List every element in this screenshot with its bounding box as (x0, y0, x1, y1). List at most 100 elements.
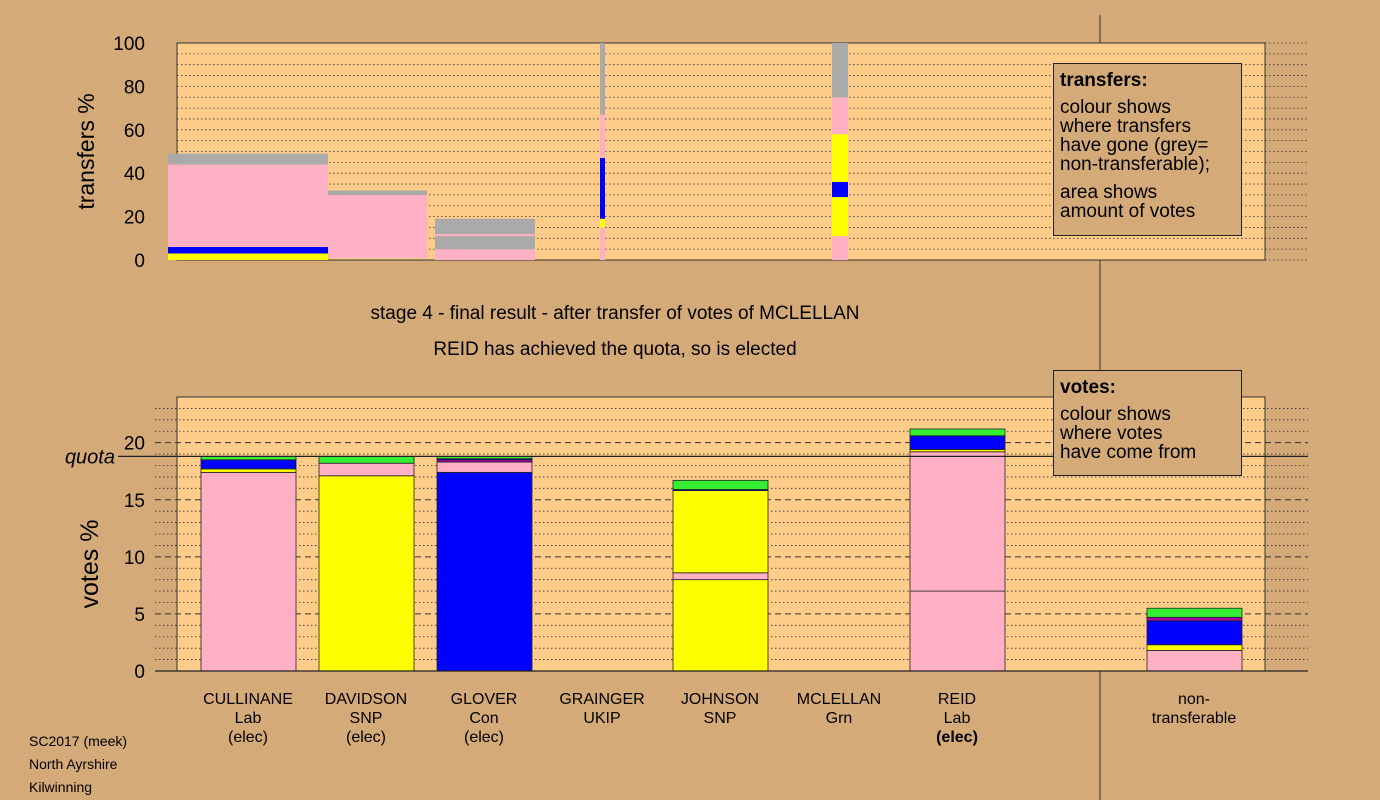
candidate-label: DAVIDSON SNP (elec) (306, 690, 426, 747)
transfers-y-label: transfers % (73, 93, 99, 209)
candidate-party: UKIP (583, 710, 621, 727)
quota-label: quota (65, 446, 115, 468)
candidate-party: Con (469, 710, 499, 727)
vote-segment (909, 428, 1006, 437)
vote-segment (318, 455, 415, 464)
candidate-party: SNP (349, 710, 383, 727)
votes-legend-title: votes: (1060, 377, 1116, 398)
status-title: REID has achieved the quota, so is elect… (433, 339, 797, 360)
candidate-name: CULLINANE (203, 691, 293, 708)
vote-segment (436, 471, 533, 672)
vote-segment (1146, 644, 1243, 651)
candidate-name: GRAINGER (559, 691, 645, 708)
transfers-legend-title: transfers: (1060, 70, 1148, 91)
vote-segment (909, 435, 1006, 450)
vote-segment (200, 471, 297, 672)
transfer-segment (832, 236, 848, 260)
nontransferable-label-line: transferable (1151, 710, 1237, 727)
transfers-y-tick: 100 (113, 34, 145, 55)
candidate-party: Grn (825, 710, 853, 727)
candidate-label: CULLINANE Lab (elec) (188, 690, 308, 747)
transfers-legend-line: non-transferable); (1060, 154, 1210, 175)
vote-segment (436, 461, 533, 473)
transfer-segment (435, 233, 535, 237)
candidate-status: (elec) (345, 729, 386, 746)
vote-segment (909, 590, 1006, 672)
transfer-segment (832, 197, 848, 237)
transfers-legend-line: colour shows (1060, 97, 1171, 118)
votes-legend-line: colour shows (1060, 404, 1171, 425)
vote-segment (1146, 650, 1243, 672)
transfer-segment (600, 114, 605, 159)
votes-legend: votes: colour shows where votes have com… (1053, 370, 1242, 476)
transfer-segment (832, 43, 848, 98)
candidate-status: (elec) (227, 729, 268, 746)
transfer-segment (832, 134, 848, 182)
transfers-y-tick: 40 (124, 164, 145, 185)
transfers-y-tick: 80 (124, 77, 145, 98)
transfers-legend-line: area shows (1060, 182, 1158, 203)
candidate-name: DAVIDSON (324, 691, 408, 708)
transfers-y-tick: 60 (124, 121, 145, 142)
transfer-segment (328, 194, 427, 258)
footer-line: Kilwinning (29, 779, 93, 795)
transfer-segment (328, 190, 427, 195)
footer-line: North Ayrshire (29, 756, 118, 772)
vote-segment (1146, 616, 1243, 622)
nontransferable-label-line: non- (1177, 691, 1211, 708)
candidate-label: JOHNSON SNP (660, 690, 780, 728)
transfers-legend-line: where transfers (1060, 116, 1191, 137)
votes-y-tick: 15 (124, 491, 145, 512)
transfer-segment (168, 246, 328, 254)
transfers-legend-line: have gone (grey= (1060, 135, 1209, 156)
transfer-segment (168, 253, 328, 260)
votes-y-label: votes % (76, 520, 104, 609)
transfers-legend-line: amount of votes (1060, 201, 1196, 222)
transfer-segment (168, 164, 328, 247)
vote-segment (672, 572, 769, 581)
vote-segment (200, 468, 297, 473)
votes-y-tick: 0 (134, 662, 145, 683)
nontransferable-label: non- transferable (1134, 690, 1254, 728)
candidate-name: REID (937, 691, 977, 708)
votes-y-tick: 10 (124, 548, 145, 569)
candidate-label: MCLELLAN Grn (779, 690, 899, 728)
votes-legend-line: have come from (1060, 442, 1197, 463)
candidate-status: (elec) (936, 729, 978, 746)
transfer-segment (600, 158, 605, 219)
candidate-label: GRAINGER UKIP (542, 690, 662, 728)
candidate-name: GLOVER (450, 691, 518, 708)
transfer-segment (832, 181, 848, 198)
vote-segment (318, 475, 415, 672)
vote-segment (909, 451, 1006, 592)
votes-y-tick: 5 (134, 605, 145, 626)
transfers-y-tick: 0 (134, 251, 145, 272)
transfer-segment (600, 218, 605, 228)
vote-segment (318, 462, 415, 477)
transfer-segment (435, 236, 535, 250)
transfer-segment (600, 227, 605, 260)
transfers-y-tick: 20 (124, 208, 145, 229)
vote-segment (1146, 620, 1243, 646)
candidate-label: GLOVER Con (elec) (424, 690, 544, 747)
stage-title: stage 4 - final result - after transfer … (370, 303, 860, 324)
candidate-name: MCLELLAN (796, 691, 882, 708)
candidate-party: Lab (943, 710, 971, 727)
transfer-segment (435, 249, 535, 260)
vote-segment (672, 490, 769, 574)
vote-segment (672, 479, 769, 490)
candidate-status: (elec) (463, 729, 504, 746)
votes-y-tick: 20 (124, 434, 145, 455)
vote-segment (672, 579, 769, 672)
candidate-name: JOHNSON (680, 691, 760, 708)
transfer-segment (168, 153, 328, 165)
vote-segment (200, 459, 297, 470)
transfer-segment (832, 97, 848, 135)
vote-segment (1146, 607, 1243, 618)
votes-legend-line: where votes (1060, 423, 1163, 444)
transfers-legend: transfers: colour shows where transfers … (1053, 63, 1242, 236)
transfer-segment (435, 218, 535, 234)
candidate-party: SNP (703, 710, 737, 727)
transfer-segment (600, 43, 605, 115)
